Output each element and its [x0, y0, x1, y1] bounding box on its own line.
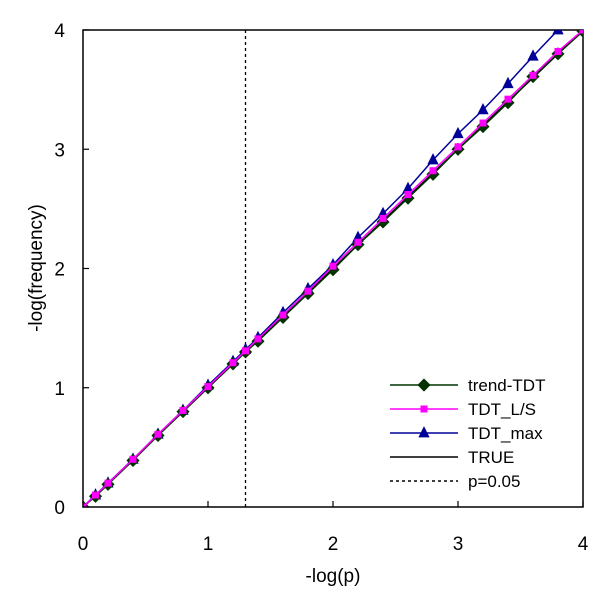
series-layer — [83, 30, 583, 507]
legend-label: TDT_max — [468, 424, 543, 443]
data-point — [329, 262, 337, 270]
data-point — [242, 347, 249, 355]
x-tick-label: 3 — [453, 534, 464, 555]
legend-label: TDT_L/S — [468, 400, 536, 419]
data-point — [354, 238, 362, 246]
x-axis-title: -log(p) — [306, 566, 361, 587]
x-tick-label: 2 — [328, 534, 339, 555]
legend-item: trend-TDT — [390, 376, 545, 395]
y-axis-title: -log(frequency) — [26, 204, 47, 332]
x-axis: 0 1 2 3 4 — [78, 501, 589, 555]
data-point — [104, 479, 112, 487]
data-point — [477, 103, 489, 115]
legend-swatch-marker — [417, 378, 431, 392]
y-tick-label: 0 — [54, 498, 65, 519]
x-tick-label: 1 — [203, 534, 214, 555]
y-tick-label: 2 — [54, 260, 65, 281]
y-axis: 0 1 2 3 4 — [54, 21, 89, 519]
series-tdt-l-s — [83, 30, 583, 507]
data-point — [229, 359, 237, 367]
data-point — [579, 30, 583, 34]
data-point — [129, 455, 137, 463]
data-point — [452, 126, 464, 139]
data-point — [504, 95, 512, 103]
legend-swatch-marker — [420, 405, 428, 413]
data-point — [254, 335, 262, 343]
data-point — [554, 47, 562, 55]
data-point — [154, 430, 162, 438]
data-point — [429, 167, 437, 175]
legend-swatch-marker — [418, 426, 430, 438]
legend-item: p=0.05 — [390, 472, 520, 491]
data-point — [529, 71, 537, 79]
data-point — [204, 383, 212, 391]
data-point — [552, 30, 564, 35]
legend-item: TRUE — [390, 448, 514, 467]
data-point — [92, 491, 99, 499]
y-tick-label: 1 — [54, 379, 65, 400]
data-point — [179, 406, 187, 414]
data-point — [479, 119, 487, 127]
legend: trend-TDT TDT_L/S TDT_max TRUE p=0.05 — [390, 376, 545, 491]
y-tick-label: 3 — [54, 140, 65, 161]
data-point — [502, 76, 514, 89]
legend-label: TRUE — [468, 448, 514, 467]
y-tick-label: 4 — [54, 21, 65, 42]
legend-item: TDT_L/S — [390, 400, 536, 419]
legend-label: p=0.05 — [468, 472, 520, 491]
x-tick-label: 0 — [78, 534, 89, 555]
legend-label: trend-TDT — [468, 376, 545, 395]
x-tick-label: 4 — [578, 534, 589, 555]
data-point — [527, 49, 539, 61]
data-point — [83, 503, 87, 507]
data-point — [454, 143, 462, 151]
data-point — [427, 153, 439, 165]
legend-item: TDT_max — [390, 424, 543, 443]
data-point — [279, 311, 287, 319]
data-point — [404, 191, 412, 199]
data-point — [379, 214, 387, 222]
data-point — [304, 287, 312, 295]
